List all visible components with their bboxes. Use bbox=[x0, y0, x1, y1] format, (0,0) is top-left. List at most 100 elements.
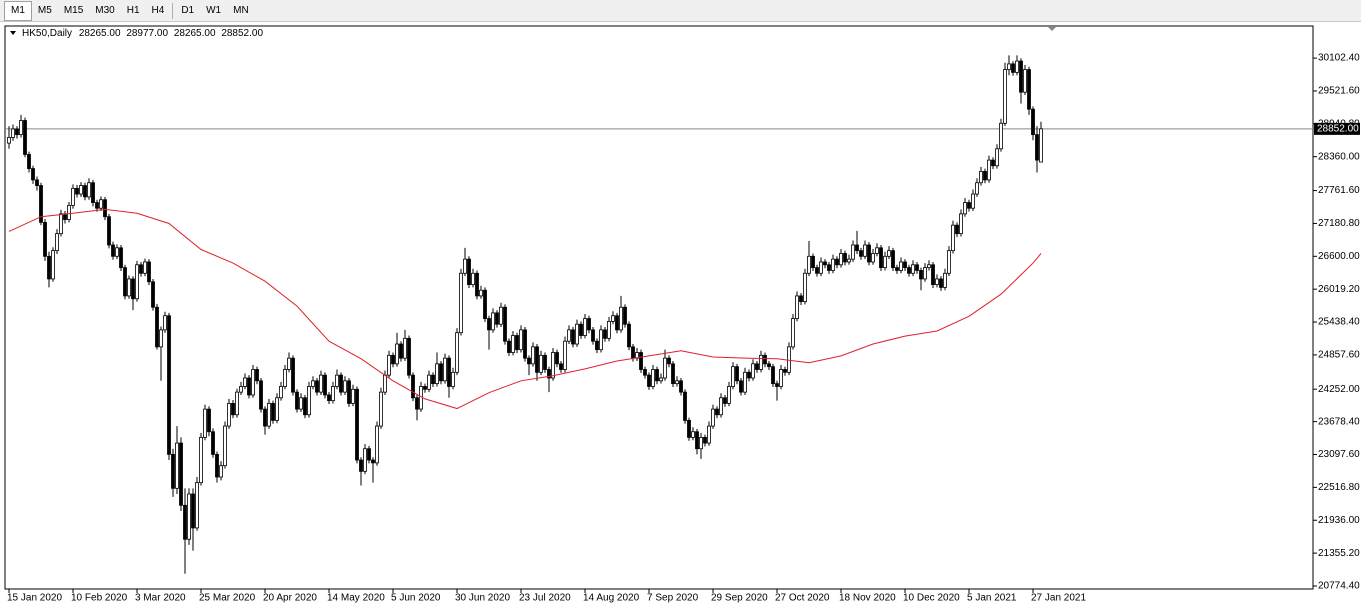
candle-body bbox=[927, 264, 931, 269]
candle-body bbox=[415, 397, 419, 410]
candle-body bbox=[739, 380, 743, 393]
candle-body bbox=[655, 369, 659, 382]
candle-body bbox=[971, 193, 975, 209]
candle-body bbox=[651, 369, 655, 387]
x-tick-label: 30 Jun 2020 bbox=[455, 593, 510, 604]
candle-body bbox=[367, 448, 371, 461]
candle-body bbox=[695, 431, 699, 450]
candle-body bbox=[855, 244, 859, 252]
timeframe-tab[interactable]: W1 bbox=[206, 4, 222, 16]
candle-body bbox=[923, 267, 927, 280]
timeframe-tab[interactable]: M5 bbox=[37, 4, 52, 16]
candle-body bbox=[867, 244, 871, 263]
candle-body bbox=[11, 128, 15, 138]
candle-body bbox=[59, 213, 63, 235]
candle-body bbox=[575, 323, 579, 345]
candle-body bbox=[511, 335, 515, 353]
candle-body bbox=[687, 420, 691, 438]
candle-body bbox=[807, 255, 811, 274]
candle-body bbox=[67, 204, 71, 220]
candle-body bbox=[795, 295, 799, 319]
candle-body bbox=[251, 369, 255, 396]
candle-body bbox=[467, 258, 471, 285]
candle-body bbox=[747, 371, 751, 379]
candle-body bbox=[871, 253, 875, 263]
shift-marker bbox=[1048, 27, 1056, 31]
timeframe-tab[interactable]: MN bbox=[233, 4, 249, 16]
candle-body bbox=[435, 363, 439, 385]
candle-body bbox=[703, 436, 707, 444]
candle-body bbox=[859, 250, 863, 257]
candle-body bbox=[1015, 60, 1019, 73]
candle-body bbox=[311, 380, 315, 387]
candle-body bbox=[675, 380, 679, 385]
candle-body bbox=[383, 374, 387, 393]
candle-body bbox=[91, 182, 95, 203]
candle-body bbox=[683, 391, 687, 421]
candle-body bbox=[983, 171, 987, 181]
candle-body bbox=[647, 374, 651, 387]
candle-body bbox=[547, 369, 551, 379]
candle-body bbox=[999, 122, 1003, 150]
candle-body bbox=[387, 354, 391, 376]
candle-body bbox=[27, 154, 31, 169]
price-label: 28852.00 bbox=[1317, 124, 1359, 135]
candle-body bbox=[607, 320, 611, 339]
candle-body bbox=[459, 272, 463, 334]
timeframe-tab[interactable]: H1 bbox=[126, 4, 140, 16]
candle-body bbox=[899, 261, 903, 271]
menu-arrow[interactable] bbox=[10, 31, 16, 35]
candle-body bbox=[727, 386, 731, 404]
header-value: 28265.00 bbox=[79, 28, 121, 39]
timeframe-tab[interactable]: D1 bbox=[181, 4, 195, 16]
candle-body bbox=[595, 340, 599, 351]
candle-body bbox=[143, 261, 147, 274]
candle-body bbox=[431, 374, 435, 385]
candle-body bbox=[99, 199, 103, 209]
candle-body bbox=[495, 312, 499, 325]
candle-body bbox=[163, 315, 167, 331]
candle-body bbox=[1003, 69, 1007, 124]
candle-body bbox=[887, 250, 891, 257]
candle-body bbox=[847, 258, 851, 263]
x-tick-label: 10 Dec 2020 bbox=[903, 593, 960, 604]
candle-body bbox=[915, 264, 919, 271]
candle-body bbox=[35, 179, 39, 186]
candle-body bbox=[767, 363, 771, 368]
candle-body bbox=[711, 408, 715, 427]
timeframe-tab[interactable]: M15 bbox=[63, 4, 84, 16]
candle-body bbox=[991, 159, 995, 167]
candle-body bbox=[707, 425, 711, 444]
candle-body bbox=[475, 272, 479, 297]
candle-body bbox=[219, 465, 223, 478]
candle-body bbox=[335, 374, 339, 387]
x-tick-label: 27 Oct 2020 bbox=[775, 593, 830, 604]
candle-body bbox=[627, 323, 631, 348]
candle-body bbox=[995, 148, 999, 167]
candle-body bbox=[235, 391, 239, 416]
candle-body bbox=[751, 363, 755, 379]
timeframe-tab[interactable]: M1 bbox=[4, 0, 32, 21]
x-tick-label: 23 Jul 2020 bbox=[519, 593, 571, 604]
candle-body bbox=[1031, 108, 1035, 136]
candle-body bbox=[111, 244, 115, 257]
candle-body bbox=[23, 120, 27, 155]
candle-body bbox=[851, 244, 855, 260]
candle-body bbox=[839, 253, 843, 266]
candle-body bbox=[87, 182, 91, 198]
candle-body bbox=[503, 306, 507, 342]
candle-body bbox=[571, 329, 575, 345]
candle-body bbox=[447, 357, 451, 387]
candle-body bbox=[43, 221, 47, 257]
candle-body bbox=[803, 272, 807, 302]
x-tick-label: 29 Sep 2020 bbox=[711, 593, 768, 604]
candle-body bbox=[463, 258, 467, 274]
timeframe-tab[interactable]: H4 bbox=[151, 4, 165, 16]
price-label-box bbox=[1314, 122, 1360, 135]
timeframe-tab[interactable]: M30 bbox=[95, 4, 115, 16]
candle-body bbox=[679, 380, 683, 393]
candle-body bbox=[1027, 69, 1031, 110]
candle-body bbox=[127, 278, 131, 297]
candle-body bbox=[903, 261, 907, 269]
